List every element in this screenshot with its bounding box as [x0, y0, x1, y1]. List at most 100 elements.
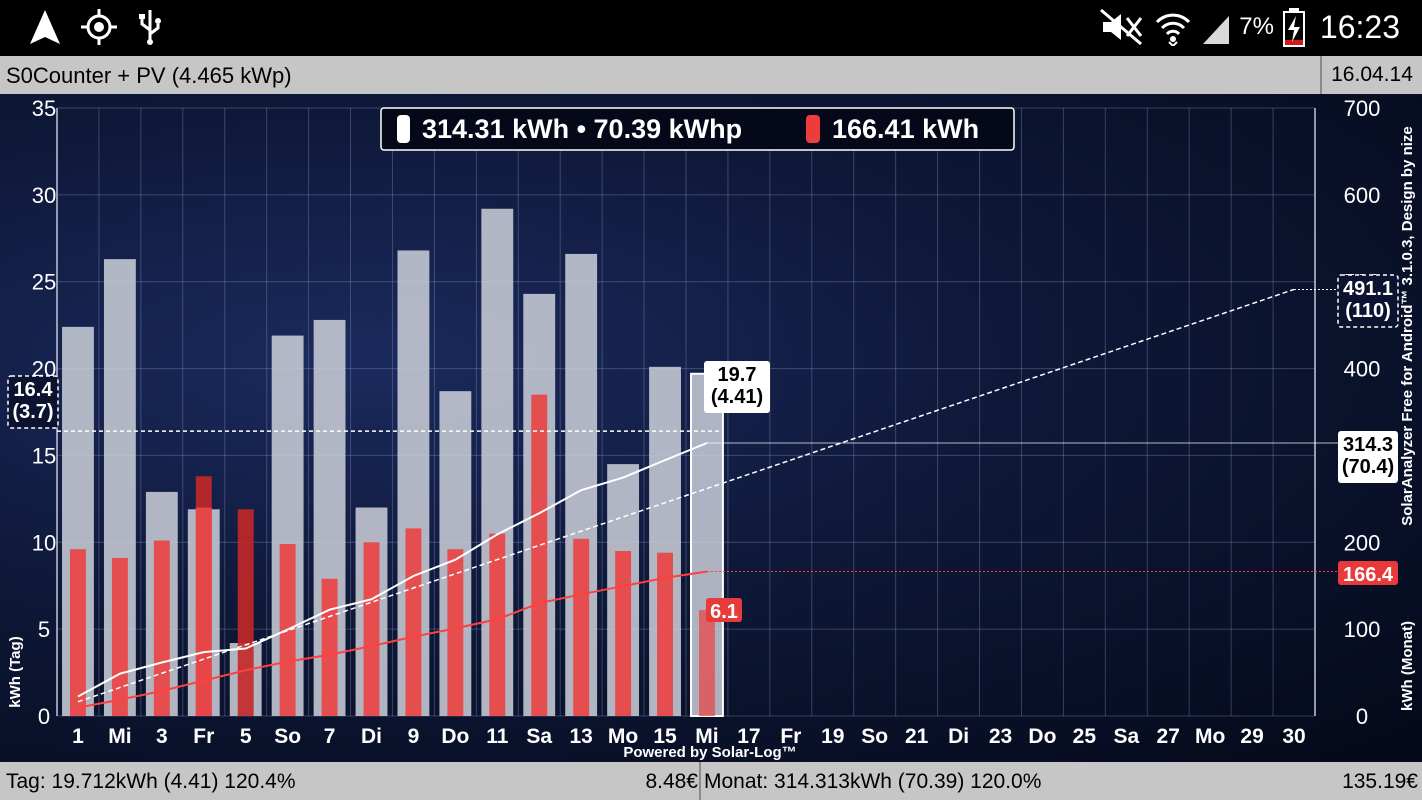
today-callout-box [704, 361, 770, 413]
x-axis-tick-label: Mi [108, 725, 131, 748]
legend-red-swatch [806, 115, 820, 143]
gps-icon [81, 9, 117, 45]
s0counter-bar [531, 394, 548, 716]
x-axis-tick-label: 19 [821, 725, 844, 748]
summary-footer: Tag: 19.712kWh (4.41) 120.4% 8.48€ Monat… [0, 762, 1422, 800]
powered-by-label: Powered by Solar-Log™ [623, 744, 796, 761]
today-callout-value: 19.7 [718, 364, 757, 386]
usb-icon [139, 10, 161, 45]
x-axis-tick-label: Sa [1113, 725, 1139, 748]
pv-expected-line [77, 288, 1295, 703]
legend-white-swatch [397, 115, 410, 143]
s0counter-bar [698, 610, 715, 716]
month-money: 135.19€ [1342, 770, 1418, 793]
x-axis-tick-label: Do [441, 725, 469, 748]
clock: 16:23 [1319, 8, 1400, 45]
right-axis-tick-label: 700 [1344, 96, 1381, 121]
x-axis-tick-label: 30 [1282, 725, 1305, 748]
status-bar: 7% 16:23 [0, 0, 1422, 54]
legend-s0counter-text: 166.41 kWh [832, 114, 979, 144]
footer-divider [699, 762, 701, 800]
x-axis-tick-label: So [274, 725, 301, 748]
today-red-callout-value: 6.1 [710, 601, 738, 623]
right-axis-tick-label: 100 [1344, 617, 1381, 642]
x-axis-tick-label: 13 [569, 725, 592, 748]
credits-text: SolarAnalyzer Free for Android™ 3.1.0.3,… [1399, 126, 1416, 526]
x-axis-tick-label: 1 [72, 725, 84, 748]
chart-area[interactable]: 051015202530350100200300400500600700kWh … [0, 94, 1422, 762]
right-axis-title: kWh (Monat) [1399, 621, 1416, 711]
x-axis-tick-label: 11 [486, 725, 509, 748]
month-summary: Monat: 314.313kWh (70.39) 120.0% [704, 770, 1042, 793]
s0counter-bar [405, 528, 422, 716]
s0counter-bar [573, 538, 590, 716]
current-total-callout-box [1338, 431, 1398, 483]
left-axis-tick-label: 15 [32, 443, 56, 468]
right-axis-tick-label: 0 [1356, 704, 1368, 729]
x-axis-tick-label: 9 [408, 725, 420, 748]
x-axis-tick-label: Mo [1195, 725, 1225, 748]
x-axis-tick-label: 15 [653, 725, 677, 748]
current-total-callout-value: 314.3 [1343, 434, 1393, 456]
x-axis-tick-label: Do [1028, 725, 1056, 748]
s0counter-bar [321, 578, 338, 716]
s0counter-cumulative-line [77, 570, 708, 709]
x-axis-tick-label: Sa [526, 725, 552, 748]
x-axis-tick-label: 5 [240, 725, 252, 748]
right-axis-tick-label: 600 [1344, 183, 1381, 208]
date-selector[interactable]: 16.04.14 [1320, 56, 1422, 94]
today-red-callout-box [706, 598, 742, 622]
x-axis-tick-label: Fr [193, 725, 214, 748]
red-total-callout-value: 166.4 [1343, 564, 1394, 586]
red-total-callout-box [1338, 561, 1398, 585]
x-axis-tick-label: 3 [156, 725, 168, 748]
average-callout-sub: (3.7) [12, 401, 53, 423]
legend-pv-text: 314.31 kWh • 70.39 kWhp [422, 114, 742, 144]
pv-cumulative-line [77, 442, 708, 698]
x-axis-tick-label: Mi [695, 725, 718, 748]
x-axis-tick-label: 29 [1240, 725, 1263, 748]
x-axis-tick-label: Di [948, 725, 969, 748]
x-axis-tick-label: Di [361, 725, 382, 748]
x-axis-tick-label: So [861, 725, 888, 748]
left-axis-title: kWh (Tag) [7, 636, 24, 707]
left-axis-tick-label: 30 [32, 183, 56, 208]
s0counter-bar [447, 549, 464, 716]
s0counter-bar [195, 507, 212, 716]
legend-box [380, 107, 1015, 151]
title-bar: S0Counter + PV (4.465 kWp) 16.04.14 [0, 56, 1422, 94]
projection-callout-sub: (110) [1345, 300, 1391, 322]
average-callout-value: 16.4 [14, 379, 54, 401]
x-axis-tick-label: Fr [780, 725, 801, 748]
battery-charging-icon [1282, 8, 1305, 47]
x-axis-tick-label: 27 [1157, 725, 1180, 748]
s0counter-bar [111, 557, 128, 716]
left-axis-tick-label: 35 [32, 96, 56, 121]
mute-icon [1100, 8, 1143, 46]
today-callout-sub: (4.41) [711, 386, 763, 408]
left-axis-tick-label: 10 [32, 530, 56, 555]
energy-chart[interactable]: 051015202530350100200300400500600700kWh … [0, 94, 1422, 762]
page-title: S0Counter + PV (4.465 kWp) [6, 63, 292, 88]
navigation-arrow-icon [30, 10, 60, 44]
s0counter-bar [69, 549, 86, 716]
x-axis-tick-label: 17 [737, 725, 760, 748]
day-summary: Tag: 19.712kWh (4.41) 120.4% [6, 770, 296, 793]
s0counter-bar [363, 542, 380, 716]
average-callout-box [7, 375, 59, 429]
s0counter-bar [657, 552, 674, 716]
day-money: 8.48€ [645, 770, 698, 793]
x-axis-tick-label: 25 [1073, 725, 1097, 748]
wifi-icon [1156, 13, 1191, 46]
projection-callout-box [1337, 274, 1399, 328]
s0counter-bar [489, 533, 506, 716]
projection-callout-value: 491.1 [1343, 278, 1393, 300]
left-axis-tick-label: 25 [32, 270, 56, 295]
x-axis-tick-label: 21 [905, 725, 929, 748]
left-axis-tick-label: 5 [38, 617, 50, 642]
x-axis-tick-label: 7 [324, 725, 336, 748]
current-total-callout-sub: (70.4) [1342, 456, 1394, 478]
overflow-bar [237, 509, 254, 716]
left-axis-tick-label: 0 [38, 704, 50, 729]
x-axis-tick-label: Mo [608, 725, 638, 748]
